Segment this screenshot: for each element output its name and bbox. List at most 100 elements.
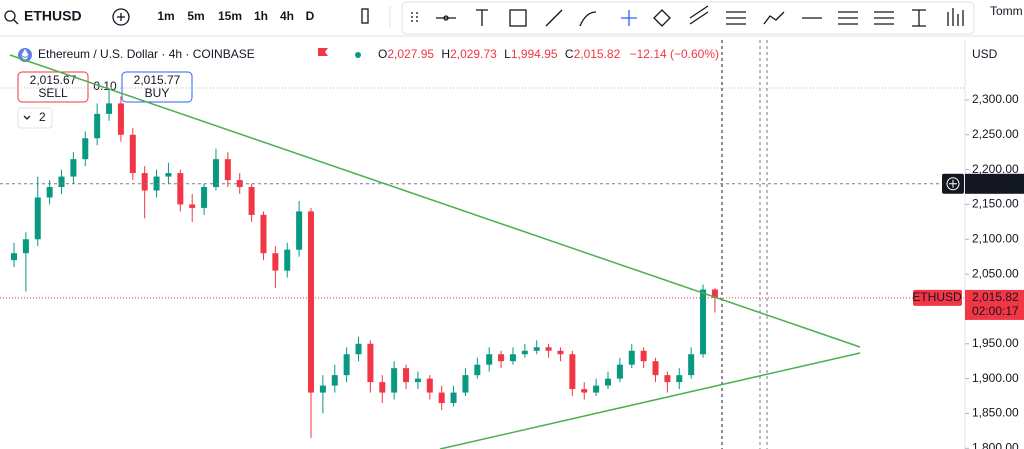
- buy-button[interactable]: [121, 71, 193, 103]
- candle-body: [426, 378, 433, 393]
- candle-body: [545, 347, 552, 351]
- market-status: [355, 52, 361, 58]
- candle-body: [462, 375, 469, 393]
- y-tick-label: 2,250.00: [972, 127, 1019, 141]
- trendline-lower[interactable]: [439, 352, 861, 449]
- interval[interactable]: 1m: [157, 9, 174, 23]
- candle-body: [664, 375, 671, 383]
- drawing-toolbar: [401, 1, 975, 35]
- plot: 1,800.001,850.001,900.001,950.002,000.00…: [11, 89, 1019, 449]
- y-tick-label: 1,950.00: [972, 336, 1019, 350]
- candle-body: [569, 354, 576, 390]
- candle-body: [11, 253, 17, 261]
- candle-body: [106, 103, 113, 114]
- currency[interactable]: USD: [972, 47, 998, 61]
- candle-body: [129, 134, 136, 174]
- candle-body: [331, 375, 338, 386]
- crosshair-tag: [965, 173, 1024, 194]
- y-tick-label: 1,900.00: [972, 371, 1019, 385]
- buy-price: 2,015.77: [134, 73, 181, 87]
- y-tick-label: 2,150.00: [972, 197, 1019, 211]
- sell-button[interactable]: [17, 71, 89, 103]
- ohlc-label: L: [504, 47, 511, 61]
- symbol-tag-text: ETHUSD: [912, 290, 962, 304]
- search-icon[interactable]: [4, 10, 16, 22]
- compare-button[interactable]: [112, 8, 130, 26]
- interval[interactable]: 4h: [280, 9, 294, 23]
- candle-body: [688, 354, 695, 376]
- candle-body: [486, 354, 493, 365]
- last-price-tag: [965, 289, 1024, 320]
- ohlc-label: H: [441, 47, 450, 61]
- eth-glyph: [21, 49, 29, 61]
- interval[interactable]: D: [306, 9, 315, 23]
- candle-body: [700, 289, 707, 355]
- interval[interactable]: 15m: [218, 9, 242, 23]
- y-tick-label: 1,800.00: [972, 440, 1019, 449]
- candle-body: [296, 211, 303, 250]
- candle-body: [308, 211, 314, 393]
- flag-icon[interactable]: [318, 48, 328, 56]
- candle-body: [117, 103, 124, 135]
- y-tick-label: 2,300.00: [972, 92, 1019, 106]
- ohlc-label: O: [378, 47, 387, 61]
- candle-body: [391, 368, 398, 393]
- symbol[interactable]: ETHUSD: [24, 8, 82, 24]
- y-tick-label: 2,050.00: [972, 266, 1019, 280]
- search-icon-handle: [13, 19, 19, 25]
- candle-body: [557, 350, 564, 355]
- candle-body: [403, 368, 410, 383]
- ohlc-value: 2,027.95: [387, 47, 434, 61]
- interval[interactable]: 1h: [254, 9, 268, 23]
- interval-group: 1m 5m 15m 1h 4h D: [157, 9, 314, 23]
- candle-body: [46, 187, 53, 198]
- chevron: [23, 115, 31, 120]
- candle-body: [284, 249, 291, 271]
- quantity-box[interactable]: [17, 107, 53, 129]
- candle-body: [236, 180, 243, 188]
- candle-body: [676, 375, 683, 383]
- candle-body: [34, 197, 41, 240]
- candle-body: [379, 382, 386, 393]
- candle-body: [177, 173, 184, 205]
- change: −12.14 (−0.60%): [630, 47, 719, 61]
- crosshair-label: 2,179.63: [972, 176, 1019, 190]
- user-name[interactable]: Tomm: [990, 4, 1023, 18]
- crosshair-plus-sign: [949, 179, 957, 188]
- y-tick-label: 2,100.00: [972, 231, 1019, 245]
- candle-body: [355, 343, 362, 355]
- trendline-upper[interactable]: [9, 54, 861, 348]
- candle-body: [509, 354, 516, 362]
- sell-label: SELL: [38, 86, 68, 100]
- candle-body: [319, 385, 326, 393]
- candle-body: [94, 113, 101, 139]
- y-tick-label: 1,850.00: [972, 406, 1019, 420]
- drawing-tools[interactable]: [411, 5, 964, 27]
- quantity: 2: [39, 110, 46, 124]
- buy-label: BUY: [145, 86, 170, 100]
- candle-body: [165, 173, 172, 177]
- candle-body: [58, 176, 65, 188]
- candle-body: [438, 392, 445, 404]
- y-tick-label: 2,200.00: [972, 162, 1019, 176]
- chart-type-button[interactable]: [361, 8, 369, 24]
- candle-body: [474, 364, 481, 376]
- candle-body: [272, 253, 279, 271]
- compare-plus: [117, 13, 125, 21]
- candle-body: [616, 364, 623, 379]
- candle-body: [533, 347, 540, 351]
- interval[interactable]: 5m: [187, 9, 204, 23]
- candle-body: [260, 214, 267, 254]
- candle-body: [70, 159, 77, 177]
- candle-body: [711, 289, 718, 298]
- ohlc-label: C: [565, 47, 574, 61]
- chart-title: Ethereum / U.S. Dollar · 4h · COINBASE: [38, 47, 255, 61]
- crosshair-plus: [946, 177, 960, 191]
- candle-body: [498, 354, 505, 362]
- candle-body: [248, 187, 255, 215]
- ohlc-value: 2,029.73: [450, 47, 497, 61]
- ohlc: O2,027.95 H2,029.73 L1,994.95 C2,015.82 …: [378, 47, 719, 61]
- ohlc-value: 2,015.82: [574, 47, 621, 61]
